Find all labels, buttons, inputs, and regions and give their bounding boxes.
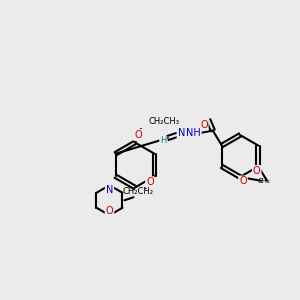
Text: O: O [200, 119, 208, 130]
Text: N: N [106, 185, 113, 195]
Text: NH: NH [186, 128, 201, 139]
Text: CH₂CH₃: CH₂CH₃ [148, 117, 179, 126]
Text: CH₂: CH₂ [258, 178, 271, 184]
Text: N: N [178, 128, 185, 139]
Text: CH₂CH₂: CH₂CH₂ [122, 187, 154, 196]
Text: H: H [160, 136, 167, 146]
Text: O: O [253, 166, 260, 176]
Text: O: O [134, 130, 142, 140]
Text: O: O [239, 176, 247, 187]
Text: O: O [106, 206, 113, 216]
Text: O: O [146, 177, 154, 187]
